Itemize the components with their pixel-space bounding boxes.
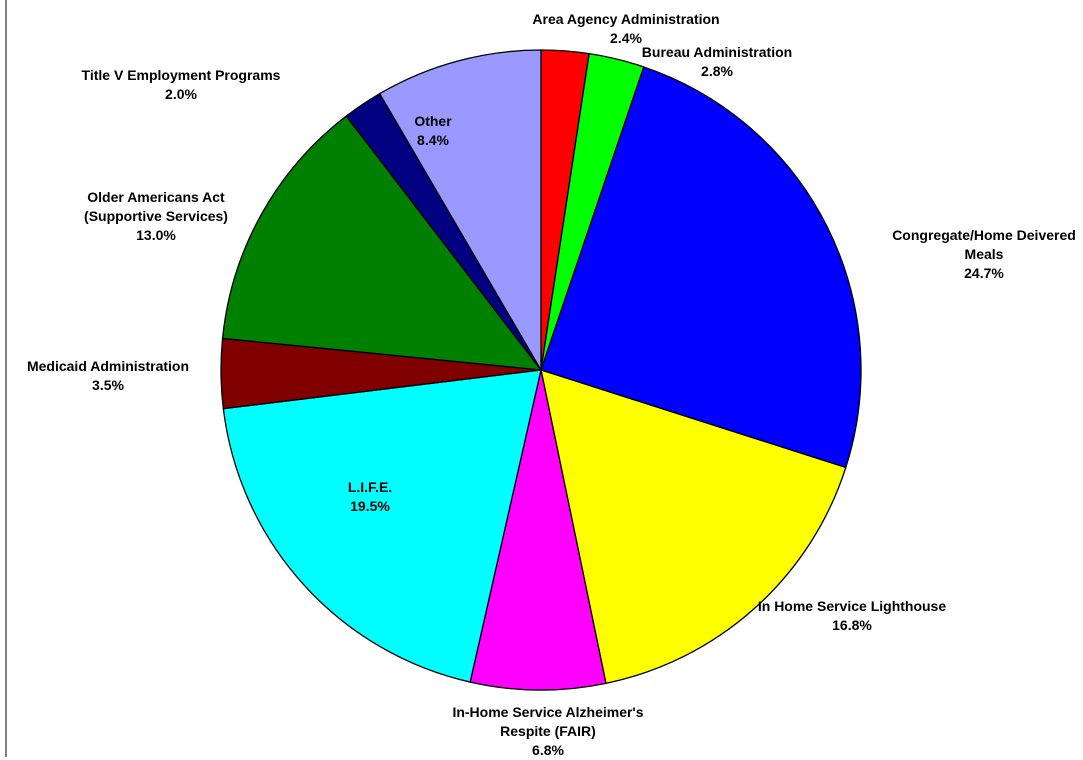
slice-label: Title V Employment Programs 2.0% <box>82 66 281 104</box>
category-label: In Home Service Lighthouse <box>757 598 947 614</box>
category-label: L.I.F.E. <box>347 479 393 495</box>
value-label: 2.4% <box>610 30 642 46</box>
category-label: Medicaid Administration <box>26 358 190 374</box>
pie-slice <box>378 49 542 373</box>
value-label: 6.8% <box>532 742 564 758</box>
slice-label: Medicaid Administration 3.5% <box>27 357 189 395</box>
slice-label: L.I.F.E. 19.5% <box>348 478 392 516</box>
value-label: 13.0% <box>136 227 176 243</box>
pie-slice <box>221 115 543 371</box>
slice-label: Congregate/Home Deivered Meals 24.7% <box>892 226 1076 283</box>
slice-label: In Home Service Lighthouse 16.8% <box>758 597 946 635</box>
slice-label: Older Americans Act (Supportive Services… <box>84 188 228 245</box>
value-label: 2.8% <box>701 63 733 79</box>
category-label: Other <box>414 113 452 129</box>
slice-label: Other 8.4% <box>414 112 451 150</box>
value-label: 19.5% <box>350 498 390 514</box>
pie-slice <box>469 369 607 691</box>
category-label: Older Americans Act (Supportive Services… <box>84 189 228 224</box>
value-label: 16.8% <box>832 617 872 633</box>
slice-label: In-Home Service Alzheimer's Respite (FAI… <box>452 703 643 760</box>
category-label: Bureau Administration <box>641 44 793 60</box>
pie-slice <box>540 66 862 469</box>
category-label: Title V Employment Programs <box>81 67 281 83</box>
category-label: Area Agency Administration <box>532 11 720 27</box>
slice-label: Area Agency Administration 2.4% <box>532 10 719 48</box>
category-label: In-Home Service Alzheimer's Respite (FAI… <box>452 704 644 739</box>
pie-slice <box>222 369 542 683</box>
pie-slice <box>540 369 847 685</box>
value-label: 8.4% <box>417 132 449 148</box>
value-label: 24.7% <box>964 265 1004 281</box>
value-label: 2.0% <box>165 86 197 102</box>
slice-label: Bureau Administration 2.8% <box>642 43 792 81</box>
value-label: 3.5% <box>92 377 124 393</box>
category-label: Congregate/Home Deivered Meals <box>892 227 1076 262</box>
